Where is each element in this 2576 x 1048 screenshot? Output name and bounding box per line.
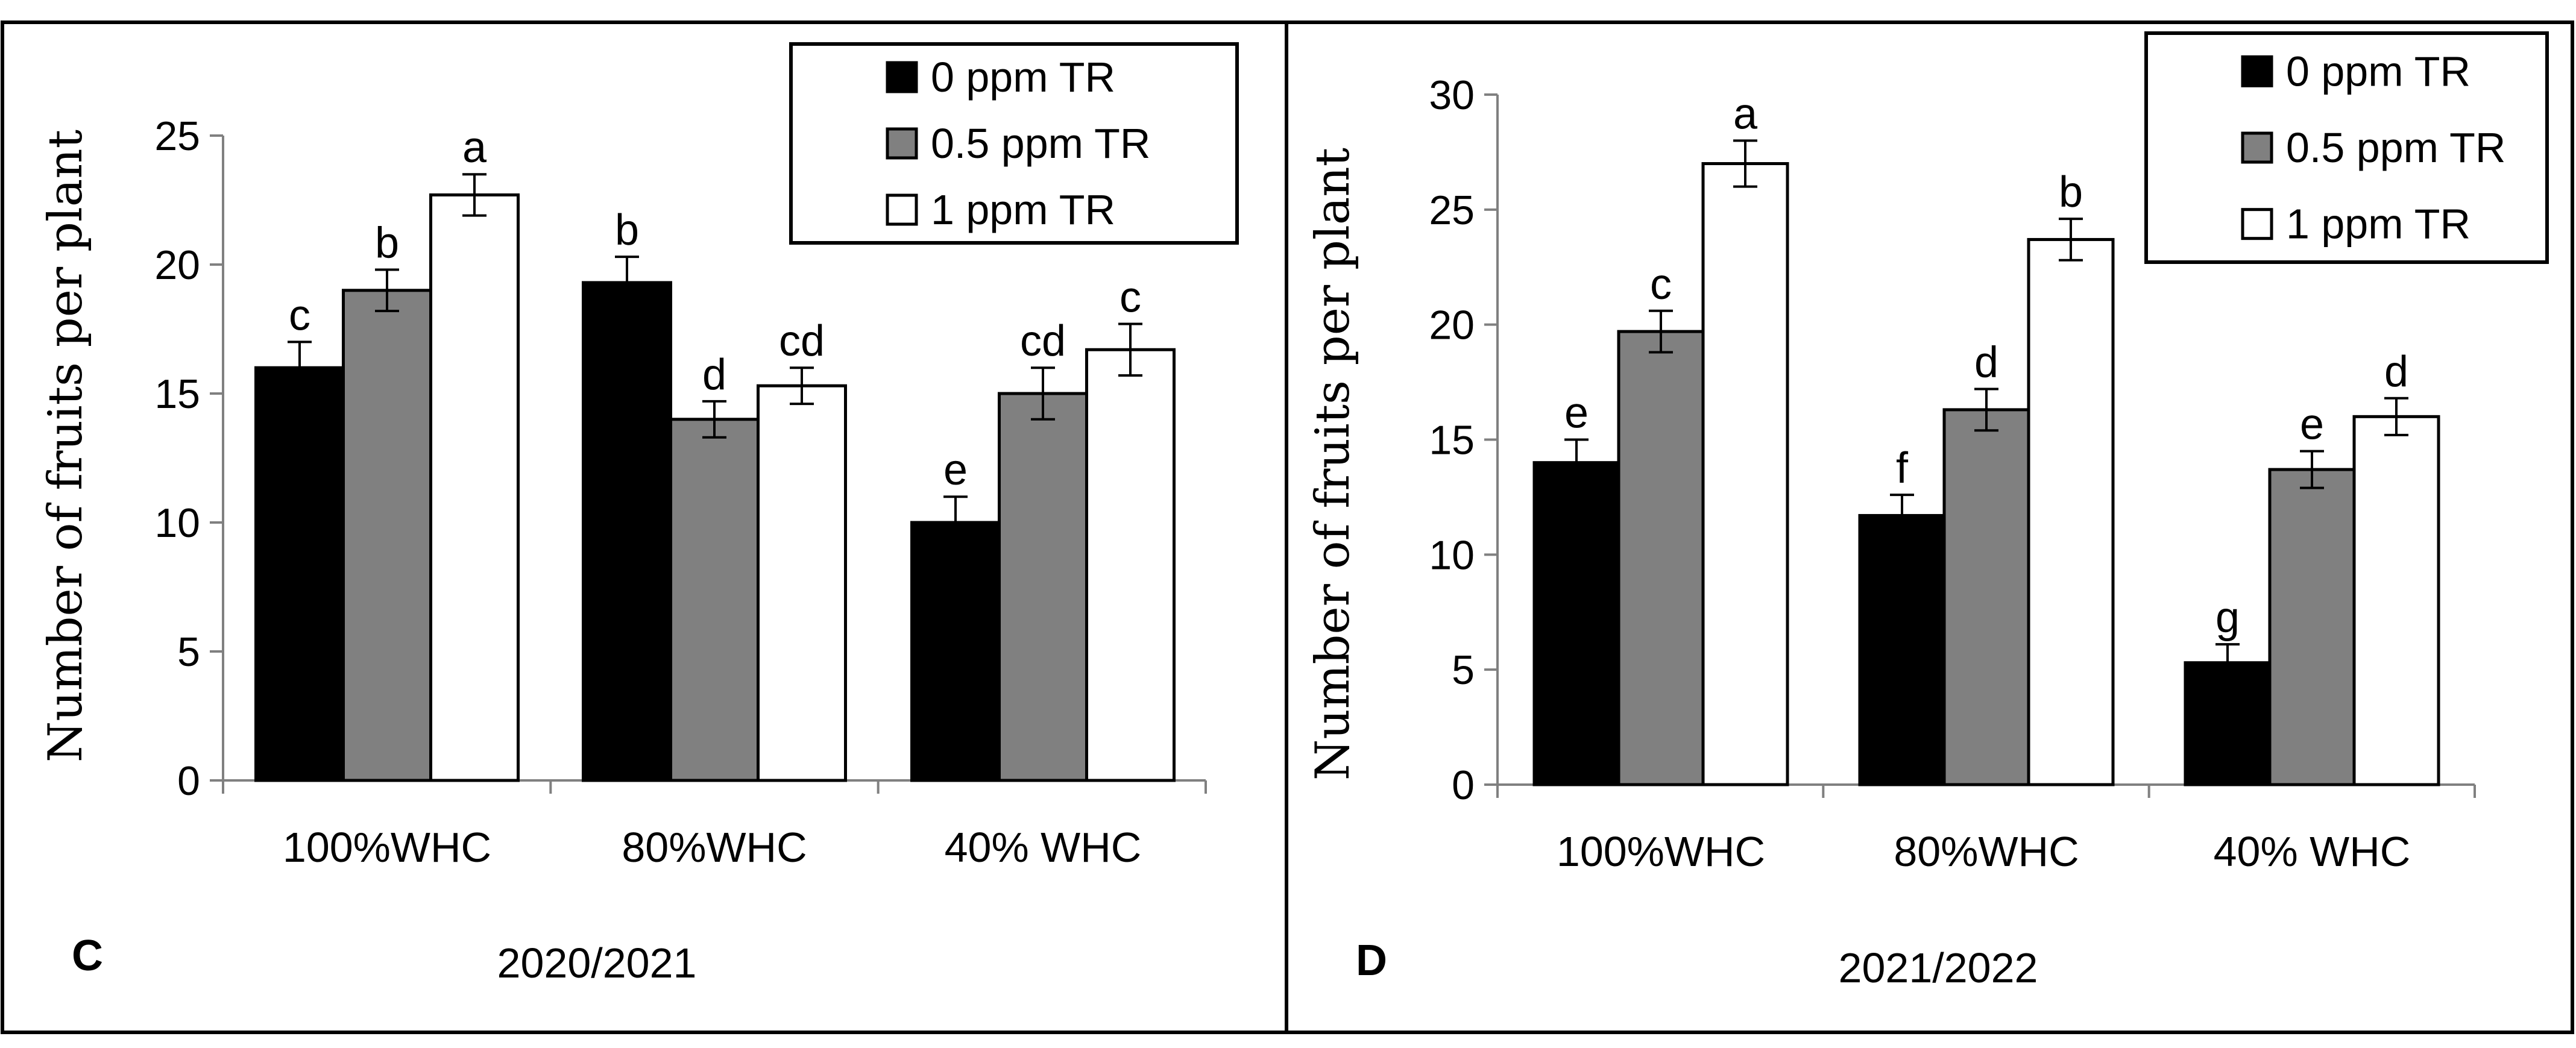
- y-tick-label: 30: [1429, 72, 1475, 118]
- bar: [757, 384, 847, 782]
- legend-swatch: [2241, 208, 2273, 240]
- y-tick-label: 10: [1429, 532, 1475, 578]
- significance-label: e: [943, 446, 968, 494]
- legend-box: [2144, 31, 2549, 264]
- bar: [254, 366, 345, 782]
- y-tick-label: 20: [1429, 303, 1475, 348]
- panel-letter: D: [1356, 937, 1387, 985]
- y-tick-label: 0: [1452, 762, 1475, 808]
- y-tick-label: 25: [1429, 187, 1475, 233]
- y-tick-label: 10: [154, 500, 200, 546]
- y-tick-label: 20: [154, 242, 200, 288]
- y-tick-label: 15: [154, 371, 200, 417]
- panel-d-chart: 0 5 10 15 20 25 30 100%WHC 80%WHC 40% WHC e f g c d e a b…: [1306, 31, 2549, 991]
- significance-label: b: [375, 219, 399, 268]
- significance-label: cd: [779, 317, 825, 365]
- legend-label: 0 ppm TR: [931, 54, 1115, 101]
- y-tick-label: 15: [1429, 418, 1475, 463]
- panel-caption: 2020/2021: [497, 940, 697, 987]
- bar: [1942, 408, 2030, 786]
- legend-swatch: [2241, 55, 2273, 87]
- significance-label: c: [1120, 273, 1141, 321]
- x-category-label: 100%WHC: [283, 824, 491, 871]
- significance-label: d: [702, 351, 726, 399]
- significance-label: a: [462, 124, 487, 172]
- significance-label: e: [2300, 401, 2324, 449]
- x-category-label: 40% WHC: [945, 824, 1142, 871]
- bar: [429, 193, 520, 782]
- bar: [669, 418, 760, 782]
- x-category-label: 80%WHC: [622, 824, 807, 871]
- bar: [1858, 513, 1946, 786]
- legend-label: 0 ppm TR: [2286, 48, 2471, 95]
- legend-swatch: [886, 193, 918, 226]
- significance-label: d: [1974, 339, 1998, 387]
- y-tick-label: 25: [154, 113, 200, 159]
- bar: [998, 392, 1088, 782]
- bar: [2027, 237, 2115, 786]
- panel-letter: C: [72, 932, 103, 980]
- legend-swatch: [886, 127, 918, 160]
- legend-swatch: [2241, 131, 2273, 164]
- panel-c-chart: 0 5 10 15 20 25 100%WHC 80%WHC 40% WHC c b e b d cd a cd…: [39, 42, 1239, 987]
- bar: [582, 281, 672, 782]
- significance-label: e: [1564, 389, 1589, 438]
- legend-label: 0.5 ppm TR: [931, 120, 1150, 167]
- bar: [1085, 348, 1176, 782]
- significance-label: b: [2059, 168, 2083, 216]
- x-category-label: 80%WHC: [1894, 828, 2079, 875]
- significance-label: g: [2215, 594, 2240, 642]
- significance-label: a: [1733, 90, 1758, 138]
- panel-caption: 2021/2022: [1839, 944, 2038, 991]
- legend-box: [789, 42, 1239, 245]
- bar: [2352, 415, 2440, 786]
- y-tick-label: 5: [1452, 647, 1475, 693]
- x-category-label: 40% WHC: [2214, 828, 2411, 875]
- bar: [342, 289, 432, 782]
- legend: 0 ppm TR 0.5 ppm TR 1 ppm TR: [2144, 31, 2549, 264]
- significance-label: f: [1896, 444, 1909, 492]
- significance-label: d: [2384, 348, 2408, 396]
- y-tick-label: 5: [177, 629, 200, 675]
- legend-swatch: [886, 61, 918, 93]
- significance-label: c: [289, 291, 310, 339]
- significance-label: b: [615, 206, 639, 254]
- significance-label: c: [1650, 260, 1672, 309]
- y-axis-title: Number of fruits per plant: [39, 130, 93, 762]
- y-axis-title: Number of fruits per plant: [1306, 148, 1360, 780]
- bar: [1701, 162, 1789, 786]
- y-tick-label: 0: [177, 758, 200, 804]
- bar: [2268, 468, 2356, 786]
- legend-label: 0.5 ppm TR: [2286, 124, 2505, 171]
- legend: 0 ppm TR 0.5 ppm TR 1 ppm TR: [789, 42, 1239, 245]
- bar: [1617, 330, 1705, 786]
- bar: [910, 521, 1001, 782]
- legend-label: 1 ppm TR: [2286, 201, 2471, 248]
- significance-label: cd: [1020, 317, 1066, 365]
- x-category-label: 100%WHC: [1557, 828, 1765, 875]
- legend-label: 1 ppm TR: [931, 186, 1115, 233]
- bar: [1532, 461, 1620, 786]
